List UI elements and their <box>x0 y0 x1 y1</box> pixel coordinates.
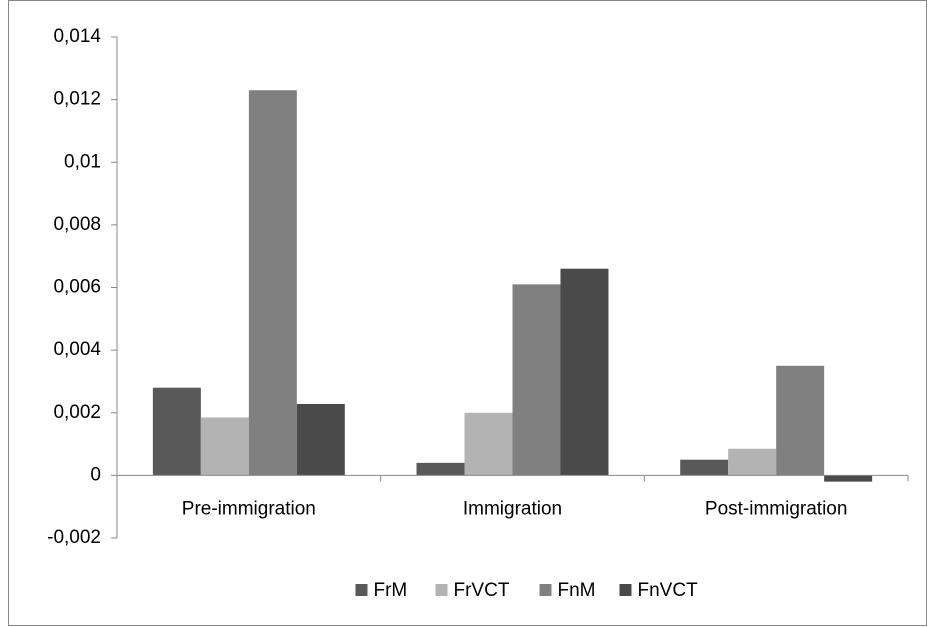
legend-swatch <box>355 584 368 596</box>
y-tick-label: 0,014 <box>53 26 101 47</box>
bar <box>776 365 825 476</box>
bar <box>416 462 465 476</box>
bar <box>200 417 249 476</box>
y-tick-label: 0,006 <box>53 277 101 298</box>
bar <box>152 387 201 476</box>
y-tick-label: 0,004 <box>53 339 101 360</box>
y-tick-label: -0,002 <box>47 527 101 548</box>
bar <box>512 284 561 476</box>
x-tick-label: Immigration <box>463 498 562 519</box>
y-tick-label: 0 <box>90 464 101 485</box>
legend-label: FnVCT <box>638 580 699 601</box>
legend-swatch <box>539 584 552 596</box>
bar <box>248 90 297 476</box>
y-tick-label: 0,002 <box>53 402 101 423</box>
x-tick-label: Post-immigration <box>705 498 848 519</box>
y-tick-label: 0,008 <box>53 214 101 235</box>
legend-label: FnM <box>558 580 596 601</box>
bar <box>824 475 873 482</box>
legend-label: FrVCT <box>454 580 510 601</box>
bar <box>680 459 729 476</box>
bar <box>296 403 345 476</box>
y-tick-label: 0,01 <box>64 151 101 172</box>
legend-swatch <box>435 584 448 596</box>
legend-label: FrM <box>374 580 408 601</box>
y-tick-label: 0,012 <box>53 89 101 110</box>
bar <box>560 268 609 476</box>
chart-border <box>8 0 927 626</box>
bar <box>728 448 777 476</box>
x-tick-label: Pre-immigration <box>182 498 316 519</box>
bar <box>464 412 513 476</box>
legend-swatch <box>619 584 632 596</box>
